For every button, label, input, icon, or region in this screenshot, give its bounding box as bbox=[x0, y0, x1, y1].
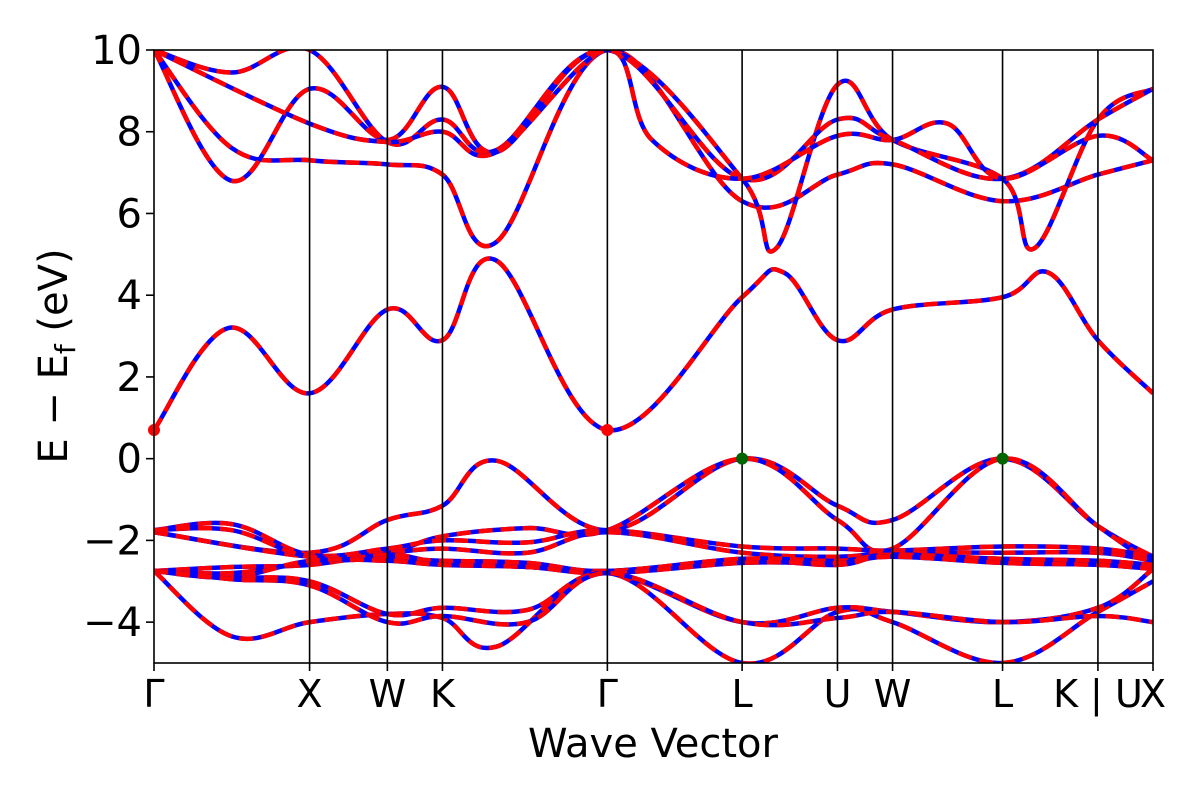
band-3 bbox=[154, 50, 1153, 254]
band-3-outer-line bbox=[154, 50, 1153, 254]
x-tick-label-10: X bbox=[1140, 672, 1166, 716]
x-tick-label-2: W bbox=[369, 672, 407, 716]
cbm-marker-2 bbox=[601, 424, 614, 437]
band-15-outer-line bbox=[154, 568, 1153, 628]
vbm-marker-3 bbox=[736, 452, 749, 465]
y-axis-label-unit: (eV) bbox=[31, 248, 77, 344]
vbm-marker-4 bbox=[996, 452, 1009, 465]
x-axis-label: Wave Vector bbox=[528, 721, 779, 767]
plot-frame bbox=[153, 49, 1154, 664]
x-tick-label-1: X bbox=[297, 672, 323, 716]
x-tick-label-0: Γ bbox=[143, 672, 164, 716]
x-tick-label-4: Γ bbox=[597, 672, 618, 716]
x-tick-label-7: W bbox=[874, 672, 912, 716]
x-tick-label-6: U bbox=[824, 672, 852, 716]
k-point-lines bbox=[308, 50, 1099, 663]
x-tick-label-3: K bbox=[430, 672, 456, 716]
band-1-outer-line bbox=[154, 256, 1153, 433]
y-axis-ticks: 10 8 6 4 2 0 −2 −4 bbox=[83, 28, 154, 646]
x-tick-label-9: K | U bbox=[1053, 672, 1143, 717]
y-tick-label-1: 8 bbox=[117, 110, 142, 156]
y-tick-label-2: 6 bbox=[117, 191, 142, 237]
y-tick-label-5: 0 bbox=[117, 437, 142, 483]
y-axis-label-main: E − E bbox=[31, 354, 77, 464]
y-axis-label-subscript: f bbox=[49, 343, 82, 354]
y-tick-label-0: 10 bbox=[91, 28, 142, 74]
band-4-outer-line bbox=[154, 50, 1153, 183]
band-1 bbox=[154, 256, 1153, 433]
y-tick-label-7: −4 bbox=[83, 600, 142, 646]
y-axis-label: E − Ef (eV) bbox=[31, 248, 82, 463]
extrema-markers bbox=[148, 424, 1009, 465]
y-tick-label-6: −2 bbox=[83, 518, 142, 564]
band-15 bbox=[154, 568, 1153, 628]
x-tick-label-8: L bbox=[992, 672, 1013, 716]
y-tick-label-3: 4 bbox=[117, 273, 142, 319]
y-tick-label-4: 2 bbox=[117, 355, 142, 401]
x-tick-label-5: L bbox=[732, 672, 753, 716]
